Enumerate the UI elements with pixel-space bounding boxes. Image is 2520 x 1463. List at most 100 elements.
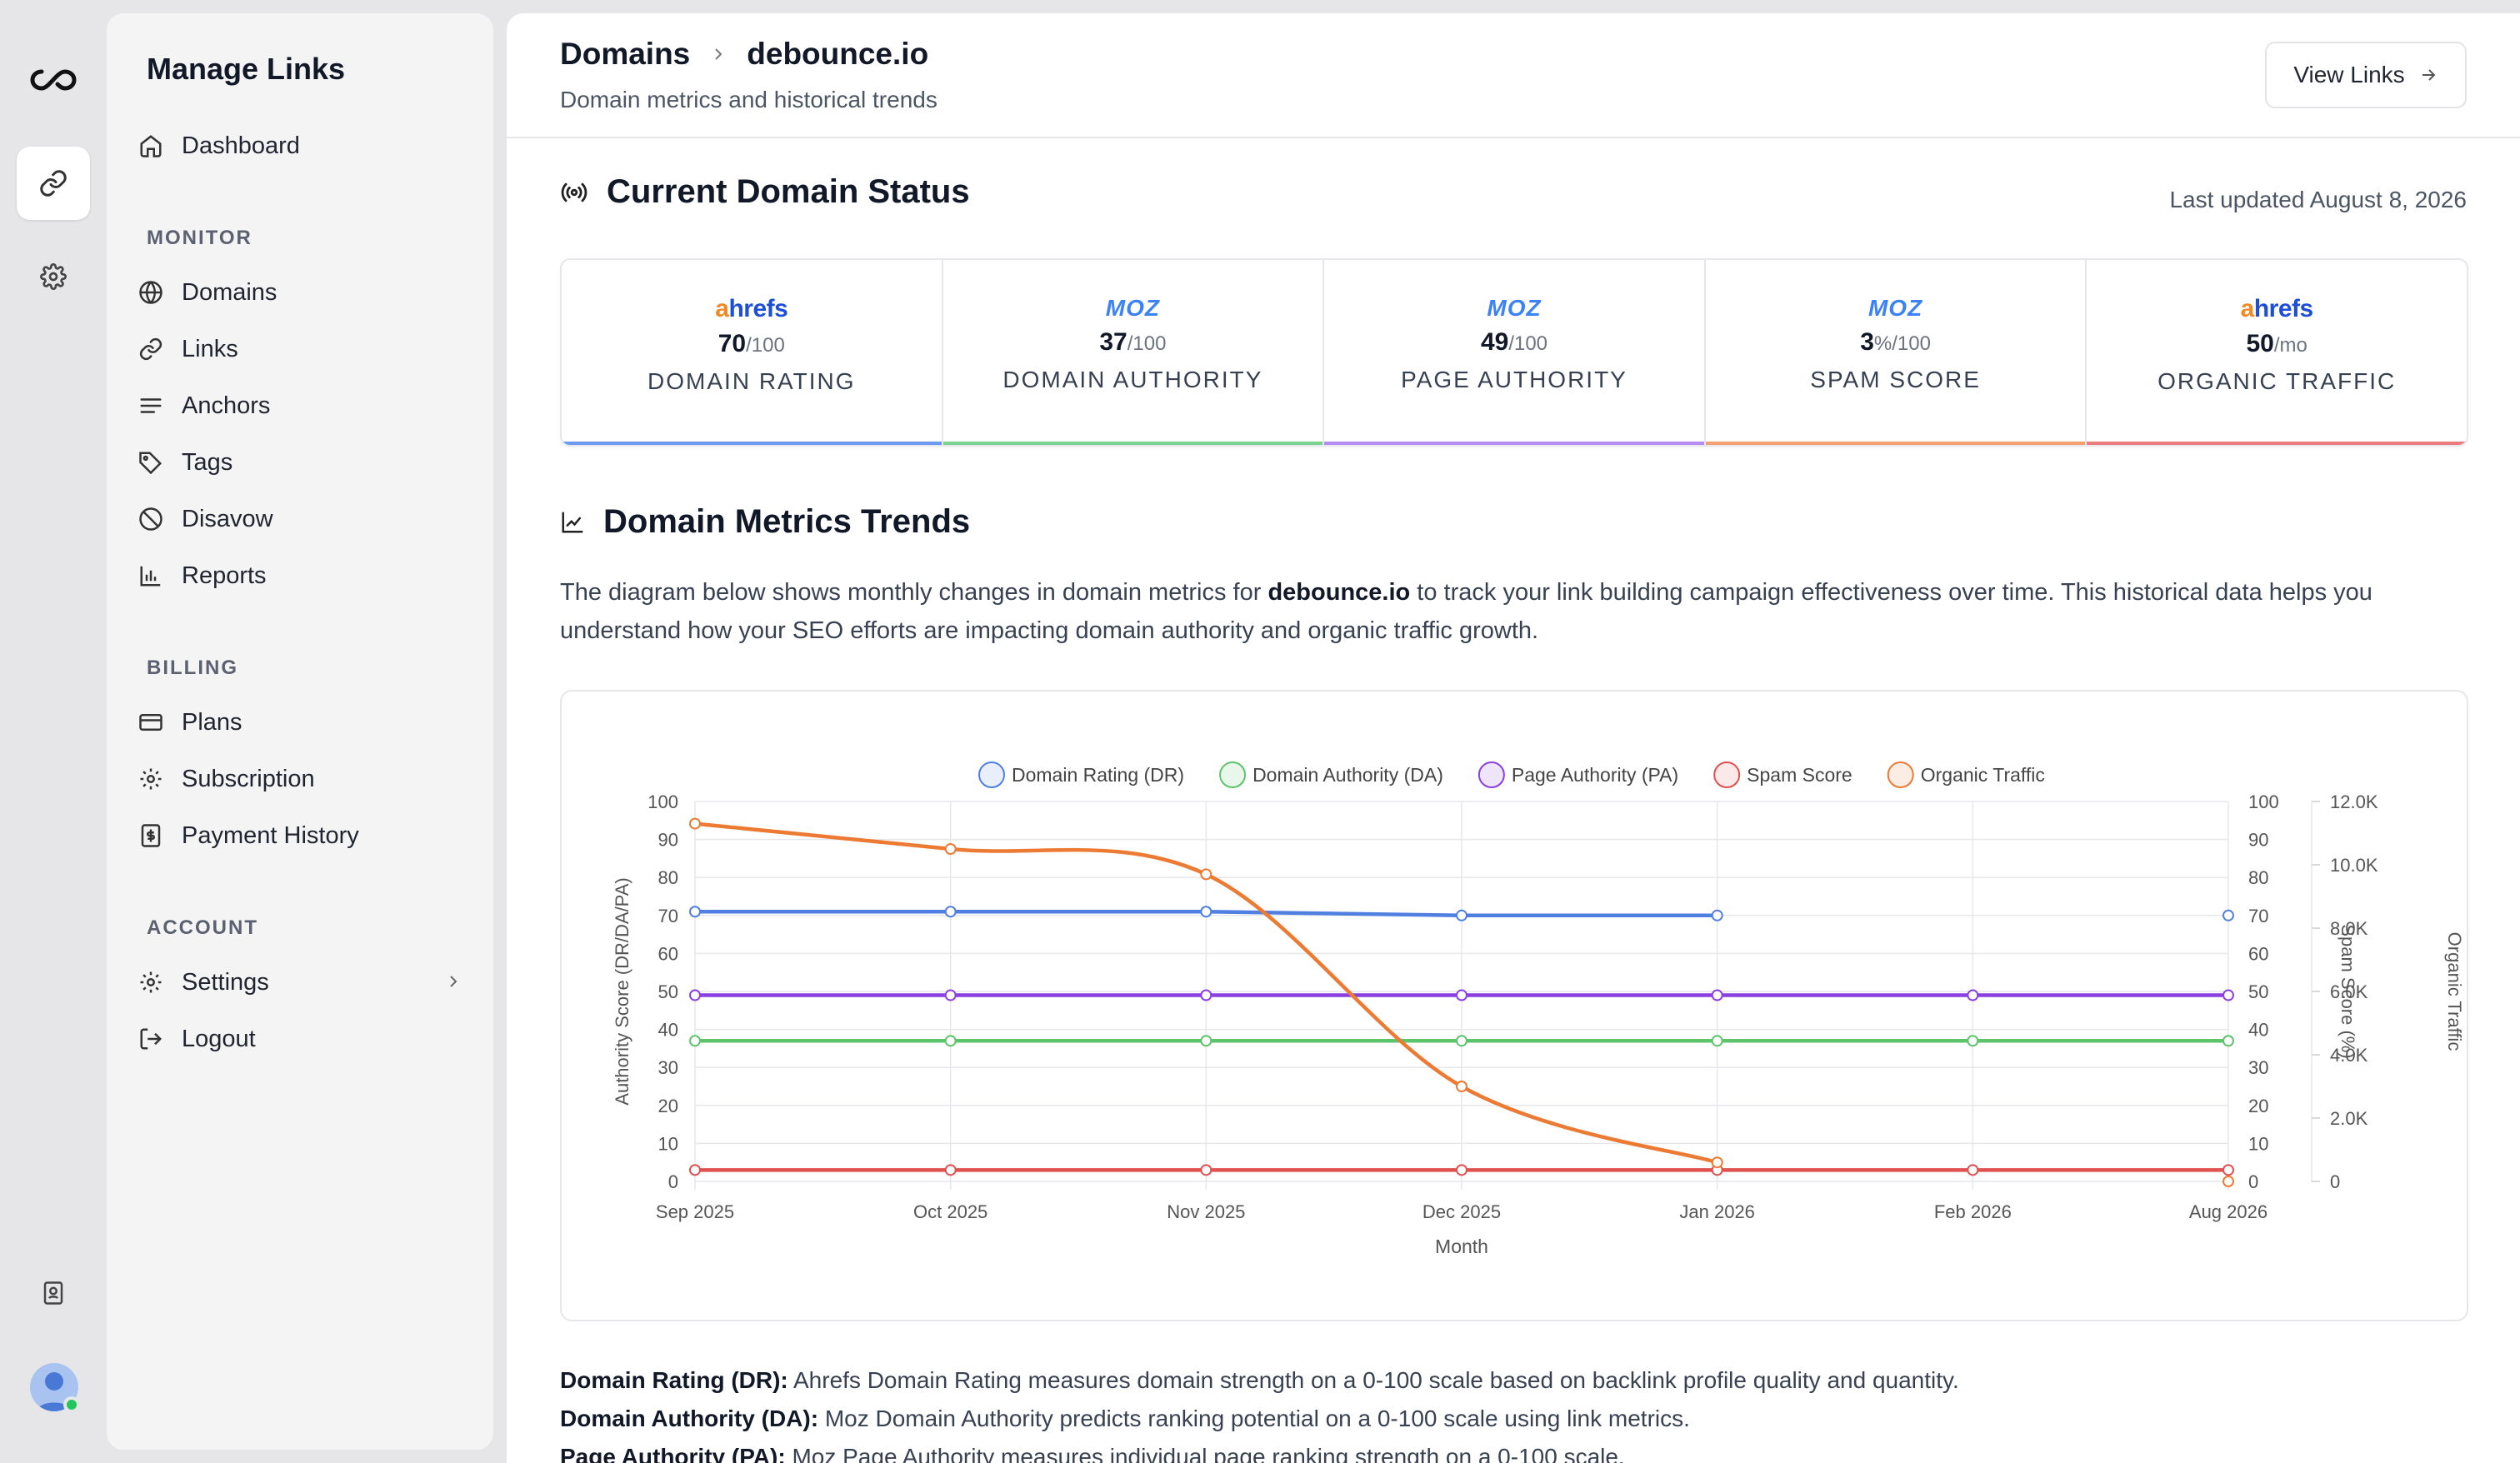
- definition-text: Ahrefs Domain Rating measures domain str…: [788, 1367, 1959, 1393]
- y-tick-label: 60: [658, 943, 678, 964]
- y-tick-label: 30: [658, 1057, 678, 1078]
- y-axis-title: Authority Score (DR/DA/PA): [612, 877, 632, 1105]
- sidebar-item-domains[interactable]: Domains: [138, 268, 463, 317]
- sidebar-item-label: Payment History: [182, 821, 359, 849]
- last-updated: Last updated August 8, 2026: [2169, 187, 2467, 212]
- logo-icon[interactable]: [17, 43, 90, 117]
- y-tick-label: 90: [658, 830, 678, 851]
- sidebar-item-links[interactable]: Links: [138, 325, 463, 373]
- sidebar-item-label: Tags: [182, 448, 233, 476]
- gear-icon[interactable]: [17, 240, 90, 313]
- ahrefs-logo: ahrefs: [715, 295, 788, 322]
- sidebar-item-anchors[interactable]: Anchors: [138, 382, 463, 430]
- contacts-icon[interactable]: [17, 1256, 90, 1330]
- sidebar-item-payment-history[interactable]: Payment History: [138, 811, 463, 860]
- sidebar-item-tags[interactable]: Tags: [138, 438, 463, 487]
- gear-icon: [140, 768, 162, 790]
- moz-logo: MOZ: [1487, 295, 1542, 321]
- data-point: [1456, 909, 1468, 921]
- metric-page-authority: MOZ 49/100 PAGE AUTHORITY: [1324, 260, 1706, 445]
- view-links-button[interactable]: View Links: [2265, 42, 2467, 108]
- sidebar-item-settings[interactable]: Settings: [138, 958, 463, 1006]
- y2-tick-label: 10: [2248, 1133, 2268, 1154]
- data-point: [944, 1164, 957, 1176]
- gear-icon: [140, 971, 162, 993]
- y2-tick-label: 80: [2248, 867, 2268, 888]
- definitions: Domain Rating (DR): Ahrefs Domain Rating…: [560, 1361, 2468, 1463]
- data-point: [1456, 1035, 1468, 1047]
- y-tick-label: 50: [658, 981, 678, 1002]
- metric-value: 3: [1860, 328, 1874, 356]
- sidebar-item-label: Settings: [182, 968, 269, 996]
- data-point: [944, 1035, 957, 1047]
- data-point: [1456, 1164, 1468, 1176]
- sidebar-item-disavow[interactable]: Disavow: [138, 495, 463, 543]
- sidebar-item-logout[interactable]: Logout: [138, 1015, 463, 1063]
- icon-rail: [0, 0, 107, 1463]
- credit-card-icon: [139, 714, 162, 731]
- data-point: [2222, 909, 2234, 921]
- trends-section-title: Domain Metrics Trends: [560, 503, 970, 541]
- ban-icon: [139, 507, 162, 531]
- y3-tick-label: 12.0K: [2330, 791, 2378, 812]
- definition-term: Page Authority (PA):: [560, 1444, 786, 1463]
- sidebar-item-label: Domains: [182, 278, 278, 306]
- metric-suffix: /100: [1127, 332, 1167, 355]
- data-point: [2222, 989, 2234, 1001]
- link-icon: [139, 337, 162, 361]
- x-tick-label: Oct 2025: [913, 1201, 988, 1222]
- y3-tick-label: 6.0K: [2330, 981, 2368, 1002]
- data-point: [1200, 1035, 1212, 1047]
- chevron-right-icon: [715, 48, 722, 60]
- trends-title: Domain Metrics Trends: [603, 503, 971, 540]
- sidebar-item-subscription[interactable]: Subscription: [138, 755, 463, 803]
- definition-da: Domain Authority (DA): Moz Domain Author…: [560, 1400, 2468, 1438]
- definition-text: Moz Page Authority measures individual p…: [785, 1444, 1625, 1463]
- x-tick-label: Nov 2025: [1167, 1201, 1245, 1222]
- sidebar-item-label: Subscription: [182, 765, 315, 792]
- sidebar-item-plans[interactable]: Plans: [138, 698, 463, 746]
- data-point: [1200, 989, 1212, 1001]
- data-point: [1967, 1164, 1979, 1176]
- x-tick-label: Feb 2026: [1934, 1201, 2012, 1222]
- page-subtitle: Domain metrics and historical trends: [560, 87, 938, 112]
- data-point: [1711, 989, 1723, 1001]
- section-account: ACCOUNT: [147, 916, 258, 939]
- moz-logo: MOZ: [1868, 295, 1923, 321]
- metric-spam-score: MOZ 3%/100 SPAM SCORE: [1705, 260, 2088, 445]
- metric-accent-bar: [942, 442, 1323, 445]
- sidebar-item-reports[interactable]: Reports: [138, 552, 463, 600]
- legend-label: Domain Authority (DA): [1252, 764, 1443, 786]
- sidebar-item-label: Dashboard: [182, 132, 300, 159]
- metric-label: SPAM SCORE: [1810, 367, 1981, 392]
- data-point: [689, 1035, 701, 1047]
- legend-marker: [978, 761, 1005, 788]
- metric-suffix: /100: [746, 334, 785, 357]
- sidebar-item-dashboard[interactable]: Dashboard: [138, 122, 463, 170]
- sidebar-item-label: Logout: [182, 1025, 256, 1052]
- desc-domain: debounce.io: [1268, 579, 1411, 606]
- metric-domain-authority: MOZ 37/100 DOMAIN AUTHORITY: [942, 260, 1325, 445]
- y2-tick-label: 90: [2248, 830, 2268, 851]
- online-status-dot: [63, 1396, 80, 1413]
- breadcrumb-domains[interactable]: Domains: [560, 37, 691, 71]
- metric-accent-bar: [1324, 442, 1704, 445]
- legend-label: Page Authority (PA): [1512, 764, 1678, 786]
- y3-tick-label: 4.0K: [2330, 1045, 2368, 1066]
- metric-value: 37: [1099, 328, 1128, 356]
- y-tick-label: 80: [658, 867, 678, 888]
- metric-suffix: /mo: [2273, 334, 2308, 357]
- sidebar-item-label: Anchors: [182, 392, 271, 419]
- data-point: [2222, 1035, 2234, 1047]
- breadcrumb: Domains debounce.io: [560, 37, 928, 72]
- status-title: Current Domain Status: [607, 173, 970, 210]
- link-icon[interactable]: [17, 147, 90, 220]
- line-chart-icon: [562, 512, 583, 532]
- series-line-organic-traffic: [692, 821, 1719, 1165]
- sidebar-title: Manage Links: [147, 52, 346, 86]
- legend-label: Spam Score: [1747, 764, 1852, 786]
- y2-tick-label: 60: [2248, 943, 2268, 964]
- data-point: [1200, 868, 1212, 881]
- logout-icon: [140, 1028, 162, 1050]
